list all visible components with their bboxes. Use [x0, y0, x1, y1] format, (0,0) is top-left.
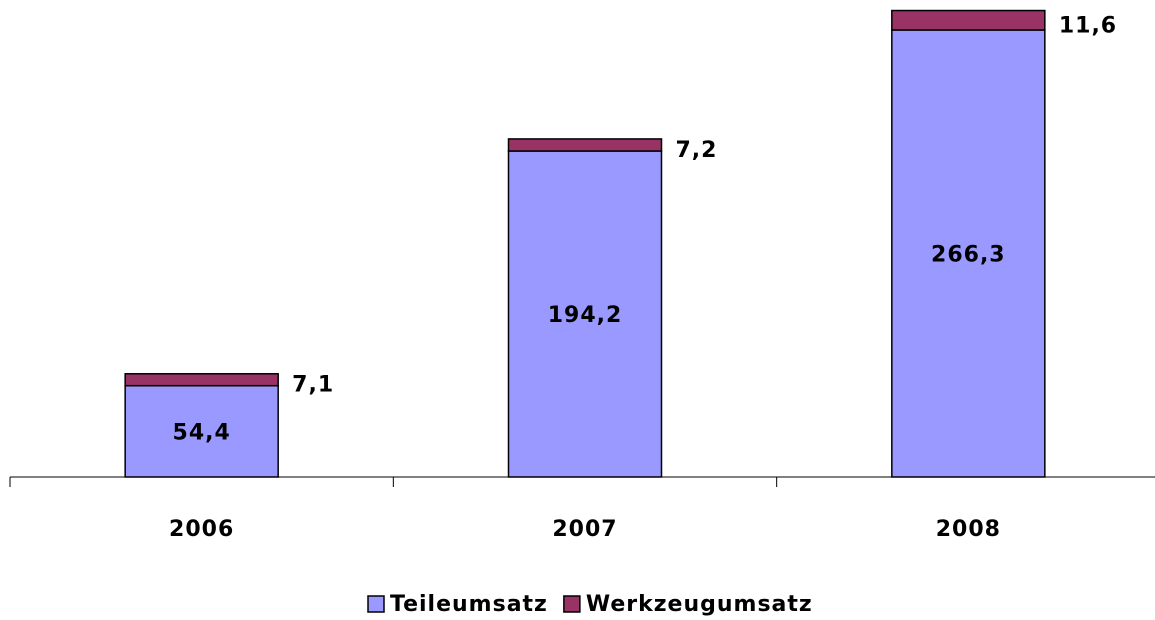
x-tick-label: 2007 [552, 517, 617, 542]
bar-segment [891, 29, 1046, 478]
value-label: 266,3 [931, 242, 1006, 267]
value-label: 7,1 [292, 373, 334, 398]
x-tick-label: 2006 [169, 517, 234, 542]
value-label: 54,4 [173, 420, 231, 445]
value-label: 7,2 [676, 138, 718, 163]
x-tick-label: 2008 [936, 517, 1001, 542]
legend-label: Teileumsatz [390, 592, 548, 617]
bar-segment [507, 138, 663, 152]
value-label: 11,6 [1059, 13, 1117, 38]
bar-segment [124, 384, 279, 478]
value-label: 194,2 [548, 303, 623, 328]
bar-segment [891, 9, 1046, 31]
legend-label: Werkzeugumsatz [586, 592, 813, 617]
legend-swatch [367, 595, 385, 613]
bar-segment [124, 373, 279, 387]
legend-swatch [563, 595, 581, 613]
